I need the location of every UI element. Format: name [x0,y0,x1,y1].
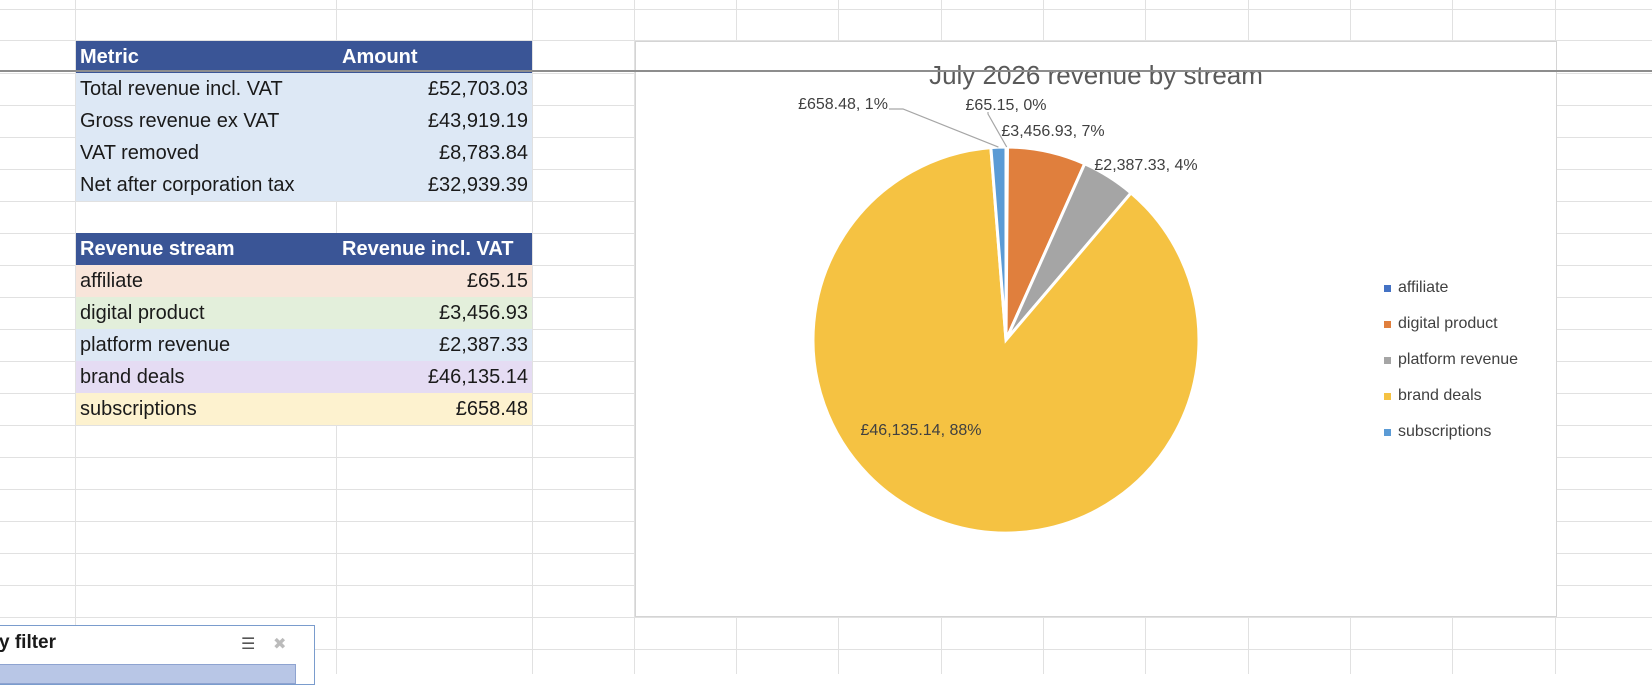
stream-name-cell[interactable]: brand deals [76,361,338,393]
stream-amount-cell[interactable]: £65.15 [338,265,532,297]
stream-row: platform revenue £2,387.33 [76,329,532,361]
legend-label: affiliate [1398,279,1449,296]
stream-row: digital product £3,456.93 [76,297,532,329]
stream-amount-cell[interactable]: £3,456.93 [338,297,532,329]
legend-swatch [1384,356,1391,364]
pie-chart[interactable]: July 2026 revenue by stream £65.15, 0% £3… [635,41,1557,617]
data-label-digital-product: £3,456.93, 7% [1001,123,1104,140]
amount-cell[interactable]: £32,939.39 [338,169,532,201]
clear-filter-icon[interactable]: ✖ [273,636,287,653]
stream-name-cell[interactable]: platform revenue [76,329,338,361]
summary-row: Total revenue incl. VAT £52,703.03 [76,73,532,105]
slicer-item[interactable] [0,664,296,684]
data-label-platform-revenue: £2,387.33, 4% [1094,157,1197,174]
legend-swatch [1384,320,1391,328]
stream-name-cell[interactable]: digital product [76,297,338,329]
header-cell-amount[interactable]: Amount [338,41,532,73]
summary-row: Net after corporation tax £32,939.39 [76,169,532,201]
summary-row: Gross revenue ex VAT £43,919.19 [76,105,532,137]
pie-plot-area: £65.15, 0% £3,456.93, 7% £2,387.33, 4% £46,… [798,96,1201,535]
header-cell-metric[interactable]: Metric [76,41,338,73]
chart-legend: affiliate digital product platform revenue… [1384,270,1518,450]
legend-label: brand deals [1398,387,1482,404]
legend-item-digital-product[interactable]: digital product [1384,306,1518,342]
slicer-title: y filter [0,632,57,653]
stream-name-cell[interactable]: subscriptions [76,393,338,425]
data-label-subscriptions: £658.48, 1% [798,96,888,113]
legend-item-platform-revenue[interactable]: platform revenue [1384,342,1518,378]
stream-header-row: Revenue stream Revenue incl. VAT [76,233,532,265]
summary-row: VAT removed £8,783.84 [76,137,532,169]
stream-row: brand deals £46,135.14 [76,361,532,393]
freeze-pane-divider [0,70,1652,72]
header-cell-stream[interactable]: Revenue stream [76,233,338,265]
pie-slice-subscriptions[interactable] [989,145,1008,341]
pie-slice-brand-deals[interactable] [811,145,1201,535]
legend-swatch [1384,392,1391,400]
revenue-stream-table: Revenue stream Revenue incl. VAT affilia… [76,233,532,425]
summary-header-row: Metric Amount [76,41,532,73]
amount-cell[interactable]: £52,703.03 [338,73,532,105]
slicer[interactable]: y filter ☰ ✖ [0,625,315,685]
legend-swatch [1384,284,1391,292]
legend-label: subscriptions [1398,423,1492,440]
summary-table: Metric Amount Total revenue incl. VAT £5… [76,41,532,201]
leader-line [889,108,999,148]
legend-item-subscriptions[interactable]: subscriptions [1384,414,1518,450]
header-cell-revenue[interactable]: Revenue incl. VAT [338,233,532,265]
multi-select-icon[interactable]: ☰ [241,636,256,653]
legend-swatch [1384,428,1391,436]
legend-item-brand-deals[interactable]: brand deals [1384,378,1518,414]
legend-item-affiliate[interactable]: affiliate [1384,270,1518,306]
stream-amount-cell[interactable]: £658.48 [338,393,532,425]
data-label-brand-deals: £46,135.14, 88% [861,422,982,439]
amount-cell[interactable]: £43,919.19 [338,105,532,137]
legend-label: platform revenue [1398,351,1519,368]
stream-amount-cell[interactable]: £2,387.33 [338,329,532,361]
metric-cell[interactable]: Total revenue incl. VAT [76,73,338,105]
metric-cell[interactable]: VAT removed [76,137,338,169]
stream-name-cell[interactable]: affiliate [76,265,338,297]
chart-title: July 2026 revenue by stream [929,60,1263,90]
metric-cell[interactable]: Net after corporation tax [76,169,338,201]
stream-row: affiliate £65.15 [76,265,532,297]
metric-cell[interactable]: Gross revenue ex VAT [76,105,338,137]
stream-amount-cell[interactable]: £46,135.14 [338,361,532,393]
stream-row: subscriptions £658.48 [76,393,532,425]
leader-line [987,112,1008,148]
data-label-affiliate: £65.15, 0% [966,97,1047,114]
legend-label: digital product [1398,315,1498,332]
amount-cell[interactable]: £8,783.84 [338,137,532,169]
